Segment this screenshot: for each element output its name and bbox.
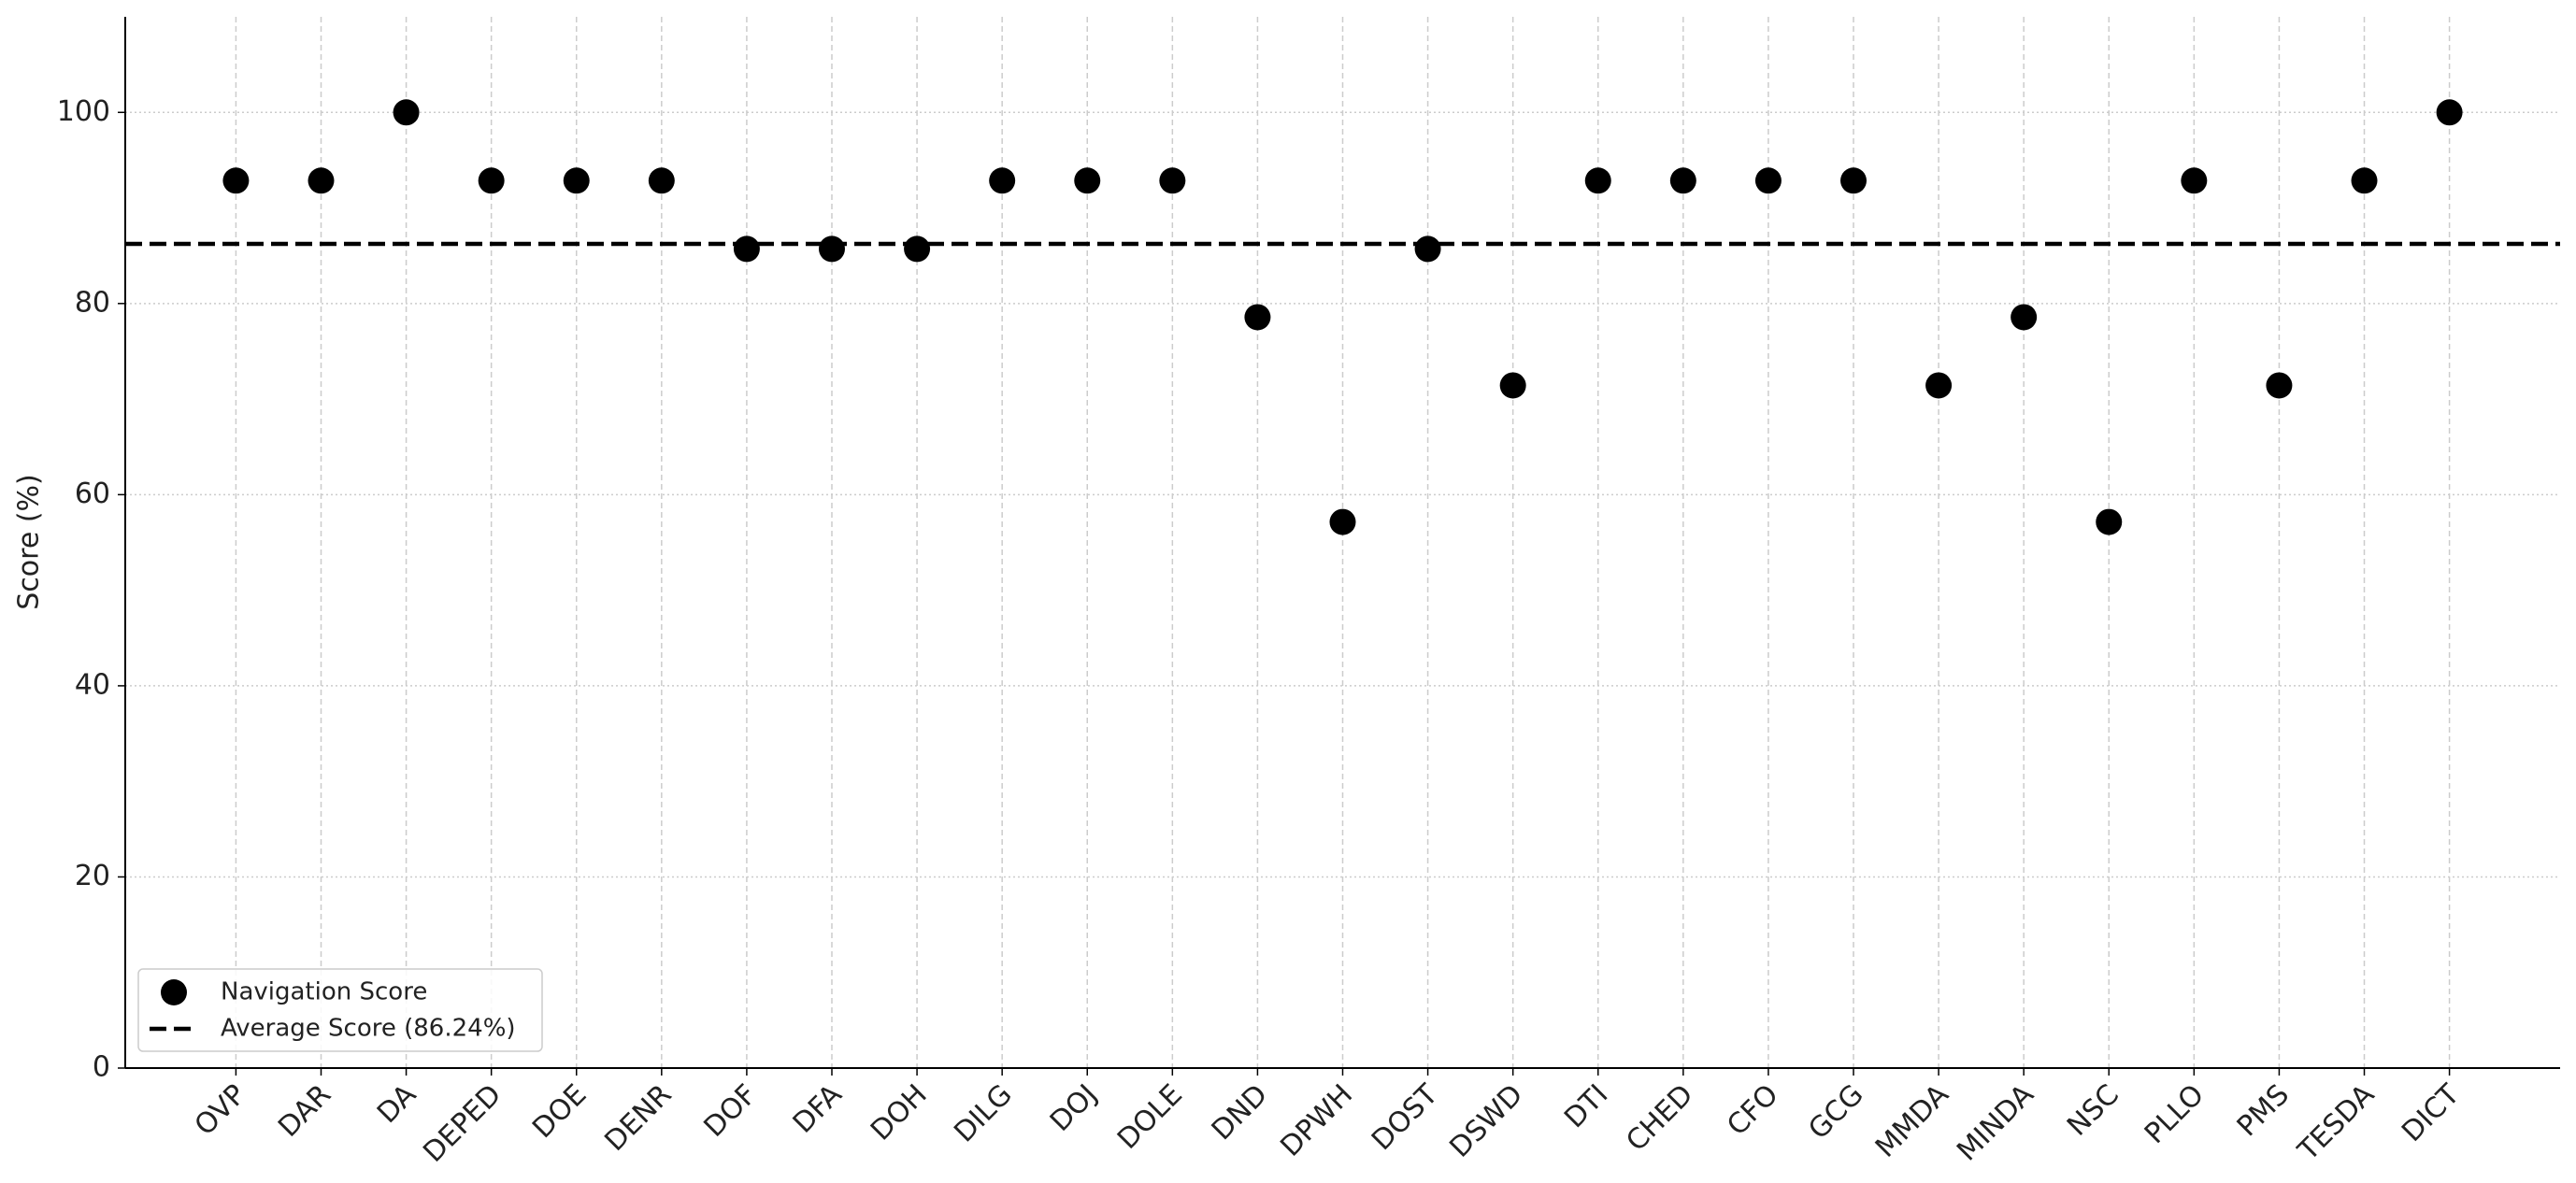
point xyxy=(1414,235,1441,263)
y-tick-label: 80 xyxy=(75,286,110,319)
x-tick-label: DEPED xyxy=(417,1078,508,1169)
x-tick-label: DOH xyxy=(865,1078,934,1147)
x-tick-label: DND xyxy=(1206,1078,1274,1147)
x-tick-label: DOE xyxy=(526,1078,593,1145)
point xyxy=(648,167,675,194)
point xyxy=(1754,167,1782,194)
point xyxy=(1329,508,1356,535)
x-tick-label: DSWD xyxy=(1443,1078,1529,1164)
legend-box xyxy=(137,968,543,1052)
legend-label: Navigation Score xyxy=(221,978,427,1006)
x-tick-label: PMS xyxy=(2231,1078,2296,1143)
point xyxy=(1925,372,1953,399)
x-tick-label: TESDA xyxy=(2291,1078,2381,1168)
point xyxy=(2096,508,2123,535)
point xyxy=(1584,167,1611,194)
y-tick-label: 0 xyxy=(93,1051,110,1084)
x-tick-label: DOLE xyxy=(1111,1078,1189,1156)
x-tick-label: DOF xyxy=(698,1078,764,1144)
x-tick-label: PLLO xyxy=(2139,1078,2211,1150)
point xyxy=(1669,167,1696,194)
point xyxy=(1840,167,1868,194)
point xyxy=(2351,167,2378,194)
x-tick-label: DENR xyxy=(598,1078,678,1158)
legend-marker xyxy=(161,979,187,1005)
y-axis-label: Score (%) xyxy=(13,474,46,609)
point xyxy=(904,235,931,263)
point xyxy=(563,167,590,194)
point xyxy=(1074,167,1101,194)
point xyxy=(2011,304,2038,331)
point xyxy=(2181,167,2208,194)
x-tick-label: DILG xyxy=(948,1078,1019,1149)
x-tick-label: DAR xyxy=(272,1078,337,1144)
point xyxy=(1159,167,1186,194)
y-tick-label: 60 xyxy=(75,477,110,510)
x-tick-label: DOST xyxy=(1366,1077,1445,1157)
x-tick-label: GCG xyxy=(1802,1078,1869,1146)
x-tick-label: DA xyxy=(371,1078,423,1131)
point xyxy=(989,167,1016,194)
x-tick-label: MINDA xyxy=(1951,1078,2040,1168)
x-tick-label: CFO xyxy=(1721,1078,1784,1142)
x-tick-label: OVP xyxy=(189,1078,252,1142)
legend-label: Average Score (86.24%) xyxy=(221,1015,516,1043)
y-tick-label: 100 xyxy=(57,95,110,128)
y-tick-label: 20 xyxy=(75,860,110,892)
point xyxy=(818,235,845,263)
x-tick-label: NSC xyxy=(2061,1078,2125,1143)
point xyxy=(2436,99,2463,126)
point xyxy=(1499,372,1526,399)
point xyxy=(733,235,760,263)
x-tick-label: DICT xyxy=(2396,1077,2467,1148)
x-tick-label: CHED xyxy=(1620,1078,1699,1158)
point xyxy=(478,167,505,194)
y-tick-label: 40 xyxy=(75,668,110,701)
x-tick-label: DPWH xyxy=(1274,1078,1359,1163)
point xyxy=(2266,372,2293,399)
point xyxy=(308,167,335,194)
x-tick-label: DOJ xyxy=(1044,1078,1104,1138)
x-tick-label: DTI xyxy=(1558,1078,1614,1134)
point xyxy=(1244,304,1271,331)
point xyxy=(222,167,250,194)
point xyxy=(393,99,420,126)
x-tick-label: DFA xyxy=(787,1078,849,1140)
x-tick-label: MMDA xyxy=(1869,1078,1955,1164)
